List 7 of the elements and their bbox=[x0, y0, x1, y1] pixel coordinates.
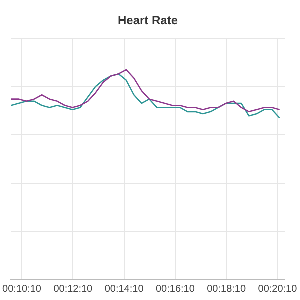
x-tick-label: 00:20:10 bbox=[258, 284, 298, 295]
x-tick-label: 00:12:10 bbox=[54, 284, 94, 295]
x-tick-label: 00:10:10 bbox=[2, 284, 42, 295]
chart-title: Heart Rate bbox=[118, 14, 178, 28]
x-tick-label: 00:18:10 bbox=[207, 284, 246, 295]
x-tick-label: 00:16:10 bbox=[156, 284, 196, 295]
x-tick-label: 00:14:10 bbox=[104, 284, 144, 295]
